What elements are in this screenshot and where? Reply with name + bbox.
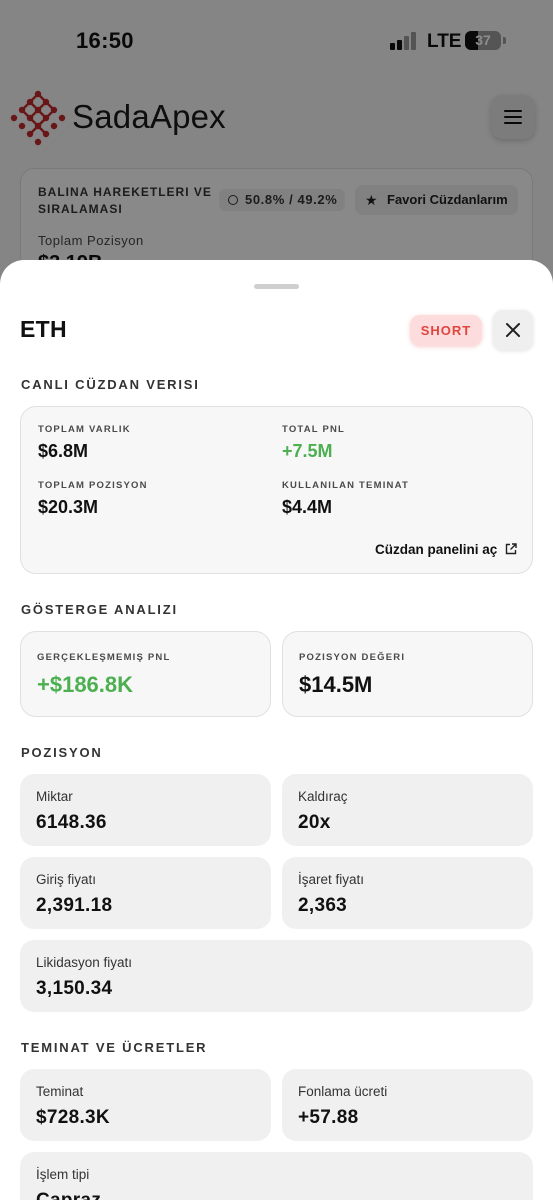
amount-label: Miktar (36, 789, 73, 804)
trade-type-value: Çapraz (36, 1190, 101, 1200)
margin-value: $728.3K (36, 1107, 110, 1128)
position-value-card: POZISYON DEĞERI $14.5M (282, 631, 533, 717)
entry-price-value: 2,391.18 (36, 895, 113, 916)
close-button[interactable] (493, 310, 533, 350)
position-detail-sheet: ETH SHORT CANLI CÜZDAN VERISI TOPLAM VAR… (0, 260, 553, 1200)
signal-icon (390, 32, 418, 50)
battery-tip (503, 37, 506, 44)
leverage-value: 20x (298, 812, 331, 833)
unrealized-pnl-card: GERÇEKLEŞMEMIŞ PNL +$186.8K (20, 631, 271, 717)
ratio-text: 50.8% / 49.2% (245, 192, 338, 207)
liquidation-price-card: Likidasyon fiyatı 3,150.34 (20, 940, 533, 1012)
status-bar: 16:50 LTE 37 (0, 0, 553, 80)
liquidation-price-label: Likidasyon fiyatı (36, 955, 133, 970)
mark-price-card: İşaret fiyatı 2,363 (282, 857, 533, 929)
total-assets-label: TOPLAM VARLIK (38, 424, 131, 435)
margin-section-title: TEMINAT VE ÜCRETLER (21, 1040, 208, 1055)
total-position-label: TOPLAM POZISYON (38, 480, 148, 491)
battery-icon: 37 (465, 31, 501, 50)
leverage-label: Kaldıraç (298, 789, 348, 804)
position-section-title: POZISYON (21, 745, 103, 760)
external-link-icon[interactable] (505, 543, 517, 555)
position-value-label: POZISYON DEĞERI (299, 652, 406, 663)
margin-label: Teminat (36, 1084, 84, 1099)
favorite-wallets-button[interactable]: ★ Favori Cüzdanlarım (355, 185, 518, 215)
used-margin-value: $4.4M (282, 497, 333, 517)
funding-fee-label: Fonlama ücreti (298, 1084, 388, 1099)
leverage-card: Kaldıraç 20x (282, 774, 533, 846)
mark-price-value: 2,363 (298, 895, 348, 916)
logo-text: SadaApex (72, 98, 226, 135)
menu-button[interactable] (491, 95, 535, 139)
trade-type-label: İşlem tipi (36, 1167, 90, 1182)
network-label: LTE (427, 31, 462, 52)
total-assets-value: $6.8M (38, 441, 89, 461)
ring-icon (228, 195, 238, 205)
short-badge: SHORT (410, 315, 482, 346)
used-margin-label: KULLANILAN TEMINAT (282, 480, 409, 491)
total-pnl-label: TOTAL PNL (282, 424, 346, 435)
long-short-ratio: 50.8% / 49.2% (219, 189, 346, 211)
funding-fee-value: +57.88 (298, 1107, 359, 1128)
amount-value: 6148.36 (36, 812, 107, 833)
total-pnl-value: +7.5M (282, 441, 333, 461)
wallet-section-title: CANLI CÜZDAN VERISI (21, 377, 200, 392)
close-icon (506, 323, 520, 337)
sheet-title: ETH (20, 316, 67, 342)
total-position-label: Toplam Pozisyon (38, 233, 144, 248)
trade-type-card: İşlem tipi Çapraz (20, 1152, 533, 1200)
open-wallet-panel-link[interactable]: Cüzdan panelini aç (375, 542, 498, 557)
favorite-wallets-label: Favori Cüzdanlarım (387, 192, 508, 207)
margin-card: Teminat $728.3K (20, 1069, 271, 1141)
sheet-grabber[interactable] (254, 284, 299, 289)
wallet-card (20, 406, 533, 574)
amount-card: Miktar 6148.36 (20, 774, 271, 846)
position-value-value: $14.5M (299, 672, 373, 697)
battery-level: 37 (475, 32, 491, 48)
total-position-value: $20.3M (38, 497, 99, 517)
mark-price-label: İşaret fiyatı (298, 872, 365, 887)
unrealized-pnl-label: GERÇEKLEŞMEMIŞ PNL (37, 652, 171, 663)
funding-fee-card: Fonlama ücreti +57.88 (282, 1069, 533, 1141)
entry-price-label: Giriş fiyatı (36, 872, 97, 887)
logo-icon (10, 90, 66, 146)
status-time: 16:50 (76, 28, 134, 53)
whale-card-title: BALINA HAREKETLERI VE SIRALAMASI (38, 185, 212, 216)
unrealized-pnl-value: +$186.8K (37, 672, 134, 697)
star-icon: ★ (365, 192, 378, 208)
liquidation-price-value: 3,150.34 (36, 978, 113, 999)
entry-price-card: Giriş fiyatı 2,391.18 (20, 857, 271, 929)
indicator-section-title: GÖSTERGE ANALIZI (21, 602, 178, 617)
